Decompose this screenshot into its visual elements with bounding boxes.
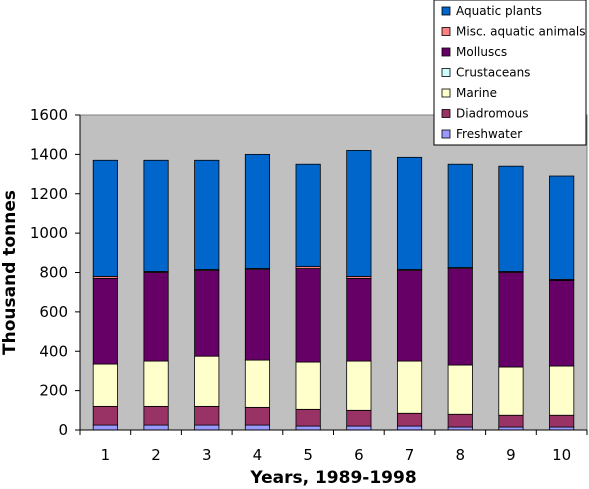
bar-segment-molluscs xyxy=(396,270,423,362)
bar-segment-diadromous xyxy=(244,406,271,426)
bar-segment-freshwater xyxy=(346,425,372,431)
bar-segment-diadromous xyxy=(549,414,575,428)
bar-segment-aquatic-plants xyxy=(92,159,118,277)
bar-segment-molluscs xyxy=(143,272,169,362)
y-tick-label: 1000 xyxy=(30,224,68,242)
bar-segment-marine xyxy=(346,360,372,411)
bar-segment-molluscs xyxy=(549,279,575,367)
bar-segment-aquatic-plants xyxy=(143,159,169,272)
y-tick-label: 200 xyxy=(39,382,68,400)
legend-label: Diadromous xyxy=(456,107,528,121)
bar-segment-marine xyxy=(498,366,524,416)
y-tick-label: 400 xyxy=(39,342,68,360)
bar-segment-freshwater xyxy=(244,424,271,431)
bar-segment-molluscs xyxy=(92,278,118,365)
y-tick-label: 0 xyxy=(58,421,68,439)
legend-swatch xyxy=(441,47,451,57)
x-axis-title: Years, 1989-1998 xyxy=(249,468,416,488)
x-tick-label: 1 xyxy=(101,446,111,464)
bar-segment-molluscs xyxy=(447,268,473,366)
bar-segment-molluscs xyxy=(244,269,271,361)
bar-segment-aquatic-plants xyxy=(396,156,423,270)
bar-segment-diadromous xyxy=(498,414,524,428)
legend-label: Aquatic plants xyxy=(456,4,542,18)
bar-segment-molluscs xyxy=(295,268,321,363)
bar-segment-freshwater xyxy=(295,425,321,431)
bar-segment-diadromous xyxy=(295,408,321,427)
x-axis: 1 2 3 4 5 6 7 8 9 10 xyxy=(79,429,588,464)
bar-segment-marine xyxy=(549,365,575,416)
legend: Aquatic plants Misc. aquatic animals Mollu… xyxy=(433,0,587,146)
bar-segment-diadromous xyxy=(396,412,423,427)
bar-segment-diadromous xyxy=(194,405,220,426)
bar-segment-marine xyxy=(194,355,220,407)
bar-segment-diadromous xyxy=(447,413,473,428)
bar-segment-molluscs xyxy=(346,278,372,362)
legend-box xyxy=(433,0,587,146)
bar-segment-aquatic-plants xyxy=(194,159,220,270)
bar-segment-diadromous xyxy=(346,409,372,427)
legend-swatch xyxy=(441,129,451,139)
y-tick-label: 1600 xyxy=(30,106,68,124)
x-tick-label: 5 xyxy=(303,446,313,464)
x-tick-label: 8 xyxy=(455,446,465,464)
x-tick-label: 4 xyxy=(253,446,263,464)
bar-segment-aquatic-plants xyxy=(498,165,524,272)
bar-segment-aquatic-plants xyxy=(295,163,321,267)
y-tick-label: 800 xyxy=(39,264,68,282)
y-axis: 0 200 400 600 800 1000 1200 1400 1600 xyxy=(30,106,81,439)
bar-segment-aquatic-plants xyxy=(346,150,372,277)
bar-segment-freshwater xyxy=(396,425,423,431)
bar-segment-marine xyxy=(396,360,423,414)
bar-segment-marine xyxy=(447,364,473,415)
legend-swatch xyxy=(441,68,451,77)
x-tick-label: 6 xyxy=(354,446,364,464)
bar-segment-freshwater xyxy=(92,424,118,431)
legend-swatch xyxy=(441,27,451,36)
bar-segment-marine xyxy=(92,363,118,407)
legend-swatch xyxy=(441,6,451,16)
bar-segment-marine xyxy=(143,360,169,407)
y-tick-label: 600 xyxy=(39,303,68,321)
bar-segment-diadromous xyxy=(143,405,169,426)
x-tick-label: 10 xyxy=(552,446,571,464)
legend-label: Molluscs xyxy=(456,45,507,59)
bar-segment-freshwater xyxy=(143,424,169,431)
x-tick-label: 2 xyxy=(151,446,161,464)
x-tick-label: 7 xyxy=(405,446,415,464)
legend-swatch xyxy=(441,88,451,98)
y-axis-title: Thousand tonnes xyxy=(0,190,20,355)
x-tick-label: 3 xyxy=(202,446,212,464)
bar-segment-marine xyxy=(295,361,321,410)
legend-label: Marine xyxy=(456,86,497,100)
bar-segment-aquatic-plants xyxy=(447,163,473,268)
bar-segment-freshwater xyxy=(194,424,220,431)
legend-label: Freshwater xyxy=(456,127,522,141)
bar-segment-aquatic-plants xyxy=(549,175,575,280)
legend-label: Crustaceans xyxy=(456,66,530,80)
y-tick-label: 1200 xyxy=(30,185,68,203)
x-tick-label: 9 xyxy=(506,446,516,464)
bar-segment-marine xyxy=(244,359,271,408)
bar-segment-molluscs xyxy=(498,272,524,368)
bar-segment-aquatic-plants xyxy=(244,153,271,269)
bar-segment-diadromous xyxy=(92,405,118,426)
y-tick-label: 1400 xyxy=(30,145,68,163)
bars-group xyxy=(92,150,575,431)
legend-swatch xyxy=(441,109,451,118)
legend-label: Misc. aquatic animals xyxy=(456,25,585,39)
bar-segment-molluscs xyxy=(194,270,220,357)
